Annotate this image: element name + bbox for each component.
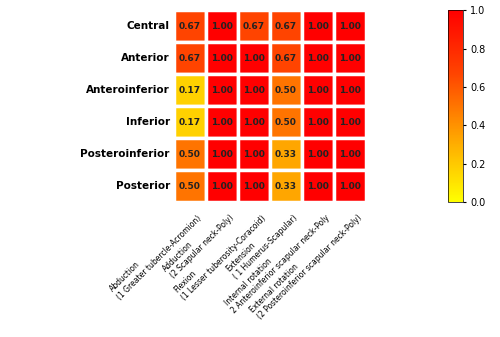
Bar — [206, 42, 238, 74]
Bar — [334, 10, 366, 42]
Text: External rotation
(2 Posteroinferior scapular neck-Poly): External rotation (2 Posteroinferior sca… — [248, 206, 364, 321]
Text: 1.00: 1.00 — [307, 182, 329, 191]
Text: 1.00: 1.00 — [243, 118, 265, 127]
Bar — [270, 10, 302, 42]
Text: 1.00: 1.00 — [307, 22, 329, 31]
Text: 1.00: 1.00 — [211, 54, 233, 63]
Text: 1.00: 1.00 — [211, 182, 233, 191]
Bar — [334, 138, 366, 170]
Text: 1.00: 1.00 — [211, 150, 233, 159]
Text: 1.00: 1.00 — [243, 182, 265, 191]
Bar — [334, 106, 366, 138]
Text: 1.00: 1.00 — [211, 86, 233, 95]
Bar — [174, 138, 206, 170]
Bar — [206, 170, 238, 202]
Bar — [270, 42, 302, 74]
Bar — [302, 170, 334, 202]
Bar — [302, 74, 334, 106]
Bar — [238, 170, 270, 202]
Text: 0.17: 0.17 — [179, 118, 201, 127]
Text: Abduction
(1 Greater tubercle-Acromion): Abduction (1 Greater tubercle-Acromion) — [108, 206, 204, 301]
Bar — [238, 10, 270, 42]
Bar — [238, 74, 270, 106]
Text: 0.33: 0.33 — [275, 150, 297, 159]
Text: 1.00: 1.00 — [339, 22, 361, 31]
Text: 1.00: 1.00 — [339, 118, 361, 127]
Bar — [270, 170, 302, 202]
Bar — [302, 138, 334, 170]
Text: 0.67: 0.67 — [243, 22, 265, 31]
Text: 1.00: 1.00 — [211, 22, 233, 31]
Text: 0.50: 0.50 — [275, 118, 297, 127]
Bar — [174, 42, 206, 74]
Text: 1.00: 1.00 — [339, 54, 361, 63]
Text: 0.67: 0.67 — [275, 22, 297, 31]
Bar — [174, 74, 206, 106]
Text: 0.50: 0.50 — [275, 86, 297, 95]
Text: 1.00: 1.00 — [339, 150, 361, 159]
Bar — [238, 42, 270, 74]
Text: 1.00: 1.00 — [243, 86, 265, 95]
Bar — [270, 74, 302, 106]
Text: 0.67: 0.67 — [275, 54, 297, 63]
Text: 0.33: 0.33 — [275, 182, 297, 191]
Bar — [238, 106, 270, 138]
Bar — [302, 106, 334, 138]
Bar — [270, 106, 302, 138]
Bar — [334, 170, 366, 202]
Text: 1.00: 1.00 — [243, 150, 265, 159]
Bar — [302, 10, 334, 42]
Text: 1.00: 1.00 — [307, 118, 329, 127]
Bar — [206, 74, 238, 106]
Text: Flexion
(1 Lesser tuberosity-Coracoid): Flexion (1 Lesser tuberosity-Coracoid) — [172, 206, 268, 302]
Text: 0.67: 0.67 — [179, 54, 201, 63]
Text: 0.17: 0.17 — [179, 86, 201, 95]
Text: 1.00: 1.00 — [243, 54, 265, 63]
Text: Extension
( 1 Humerus-Scapular): Extension ( 1 Humerus-Scapular) — [225, 206, 300, 281]
Text: 1.00: 1.00 — [211, 118, 233, 127]
Bar — [270, 138, 302, 170]
Text: 1.00: 1.00 — [339, 86, 361, 95]
Bar — [334, 74, 366, 106]
Bar — [238, 138, 270, 170]
Text: 1.00: 1.00 — [339, 182, 361, 191]
Bar — [206, 10, 238, 42]
Text: 1.00: 1.00 — [307, 150, 329, 159]
Bar — [206, 106, 238, 138]
Bar — [302, 42, 334, 74]
Bar — [174, 170, 206, 202]
Text: 0.50: 0.50 — [179, 182, 201, 191]
Text: 0.67: 0.67 — [179, 22, 201, 31]
Bar — [174, 106, 206, 138]
Text: 1.00: 1.00 — [307, 86, 329, 95]
Text: Adduction
(2 Scapular neck-Poly): Adduction (2 Scapular neck-Poly) — [162, 206, 236, 280]
Bar — [334, 42, 366, 74]
Text: 1.00: 1.00 — [307, 54, 329, 63]
Text: Internal rotation
2 Anteroinferior scapular neck-Poly: Internal rotation 2 Anteroinferior scapu… — [222, 206, 332, 315]
Bar — [174, 10, 206, 42]
Bar — [206, 138, 238, 170]
Text: 0.50: 0.50 — [179, 150, 201, 159]
